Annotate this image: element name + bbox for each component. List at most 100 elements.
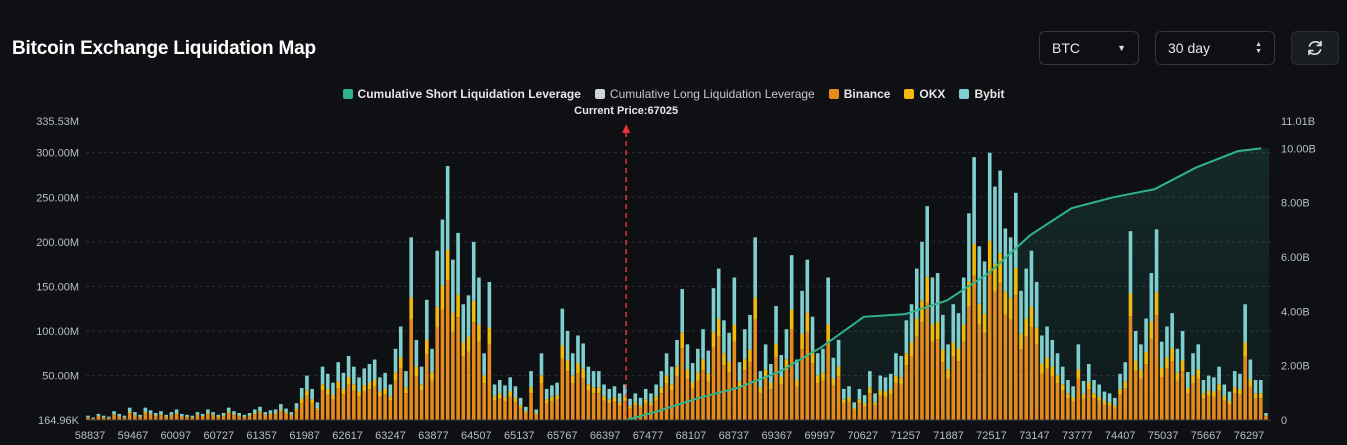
bar-stack	[1206, 375, 1211, 420]
bar-okx	[669, 384, 674, 391]
bar-okx	[1092, 393, 1096, 399]
bar-binance	[185, 417, 189, 420]
bar-bybit	[352, 366, 356, 385]
bar-bybit	[513, 386, 518, 398]
bar-bybit	[305, 375, 309, 391]
bar-bybit	[930, 277, 935, 325]
bar-stack	[878, 375, 883, 420]
x-tick: 68737	[719, 430, 750, 442]
bar-bybit	[737, 362, 742, 382]
bar-okx	[242, 416, 247, 418]
bar-binance	[143, 413, 148, 420]
bar-stack	[972, 157, 976, 420]
bar-stack	[1034, 281, 1039, 420]
bar-binance	[857, 402, 862, 420]
bar-bybit	[325, 373, 330, 390]
bar-bybit	[883, 377, 888, 392]
bar-bybit	[878, 375, 883, 391]
bar-stack	[294, 403, 299, 420]
x-tick: 72517	[976, 430, 1007, 442]
bar-stack	[1238, 373, 1242, 420]
bar-stack	[810, 316, 815, 420]
bar-stack	[258, 406, 262, 420]
legend-item-binance[interactable]: Binance	[828, 87, 890, 101]
bar-binance	[388, 400, 393, 420]
bar-bybit	[779, 355, 784, 377]
bar-stack	[815, 353, 820, 420]
bar-okx	[482, 375, 486, 384]
bar-okx	[1019, 333, 1023, 350]
bar-binance	[305, 395, 309, 420]
bar-stack	[1050, 339, 1055, 420]
bar-bybit	[1186, 372, 1190, 388]
bar-okx	[299, 398, 304, 403]
bar-stack	[362, 368, 367, 420]
bar-bybit	[993, 186, 997, 264]
bar-stack	[873, 393, 877, 420]
bar-okx	[185, 416, 189, 418]
cumulative-short-line	[625, 147, 1262, 421]
bar-binance	[237, 416, 241, 420]
bar-bybit	[961, 277, 966, 325]
legend-item-cumulative-long[interactable]: Cumulative Long Liquidation Leverage	[594, 87, 815, 101]
bar-stack	[1118, 373, 1122, 420]
bar-stack	[352, 366, 356, 420]
bar-bybit	[508, 377, 513, 392]
bar-bybit	[565, 330, 570, 361]
bar-stack	[1139, 344, 1143, 420]
bar-stack	[1222, 384, 1227, 420]
bar-stack	[1133, 330, 1138, 420]
chart-legend: Cumulative Short Liquidation Leverage Cu…	[0, 87, 1347, 101]
bar-binance	[1159, 376, 1164, 420]
bar-okx	[664, 375, 669, 384]
legend-item-bybit[interactable]: Bybit	[959, 87, 1004, 101]
bar-okx	[352, 384, 356, 391]
bar-stack	[1123, 362, 1128, 420]
bar-binance	[711, 347, 716, 420]
bar-binance	[534, 414, 539, 420]
bar-stack	[946, 344, 950, 420]
bar-bybit	[1180, 330, 1185, 361]
bar-okx	[1040, 363, 1044, 374]
x-tick: 71257	[890, 430, 921, 442]
refresh-icon	[1308, 40, 1322, 56]
legend-item-cumulative-short[interactable]: Cumulative Short Liquidation Leverage	[342, 87, 581, 101]
bar-stack	[383, 372, 387, 420]
bar-okx	[1081, 393, 1086, 399]
bar-bybit	[346, 355, 351, 378]
time-range-select-value: 30 day	[1168, 40, 1211, 56]
bar-okx	[701, 359, 705, 371]
symbol-select[interactable]: BTC ▼	[1039, 31, 1139, 65]
bar-okx	[612, 397, 617, 402]
bar-bybit	[1123, 362, 1128, 382]
bar-binance	[758, 393, 763, 420]
bar-stack	[737, 362, 742, 420]
bar-stack	[497, 380, 502, 420]
bar-stack	[107, 416, 111, 420]
bar-binance	[920, 322, 924, 420]
bar-stack	[315, 402, 320, 420]
time-range-select[interactable]: 30 day ▲ ▼	[1155, 31, 1275, 65]
legend-item-okx[interactable]: OKX	[904, 87, 945, 101]
bar-bybit	[774, 306, 778, 344]
bar-stack	[1024, 268, 1029, 420]
bar-okx	[826, 324, 830, 342]
bar-okx	[180, 415, 184, 417]
bar-okx	[529, 387, 533, 394]
bar-bybit	[847, 386, 851, 398]
bar-okx	[341, 388, 346, 395]
bar-binance	[555, 399, 559, 420]
bar-bybit	[471, 241, 476, 301]
bar-binance	[1227, 404, 1232, 420]
bar-binance	[310, 402, 314, 420]
bar-stack	[1175, 348, 1180, 420]
y-tick-left: 164.96K	[38, 415, 80, 427]
bar-okx	[873, 402, 877, 406]
bar-stack	[763, 344, 768, 420]
refresh-button[interactable]	[1291, 31, 1339, 65]
bar-binance	[784, 370, 789, 420]
bar-okx	[1008, 297, 1013, 320]
bar-bybit	[1029, 250, 1034, 307]
bar-binance	[206, 414, 210, 420]
